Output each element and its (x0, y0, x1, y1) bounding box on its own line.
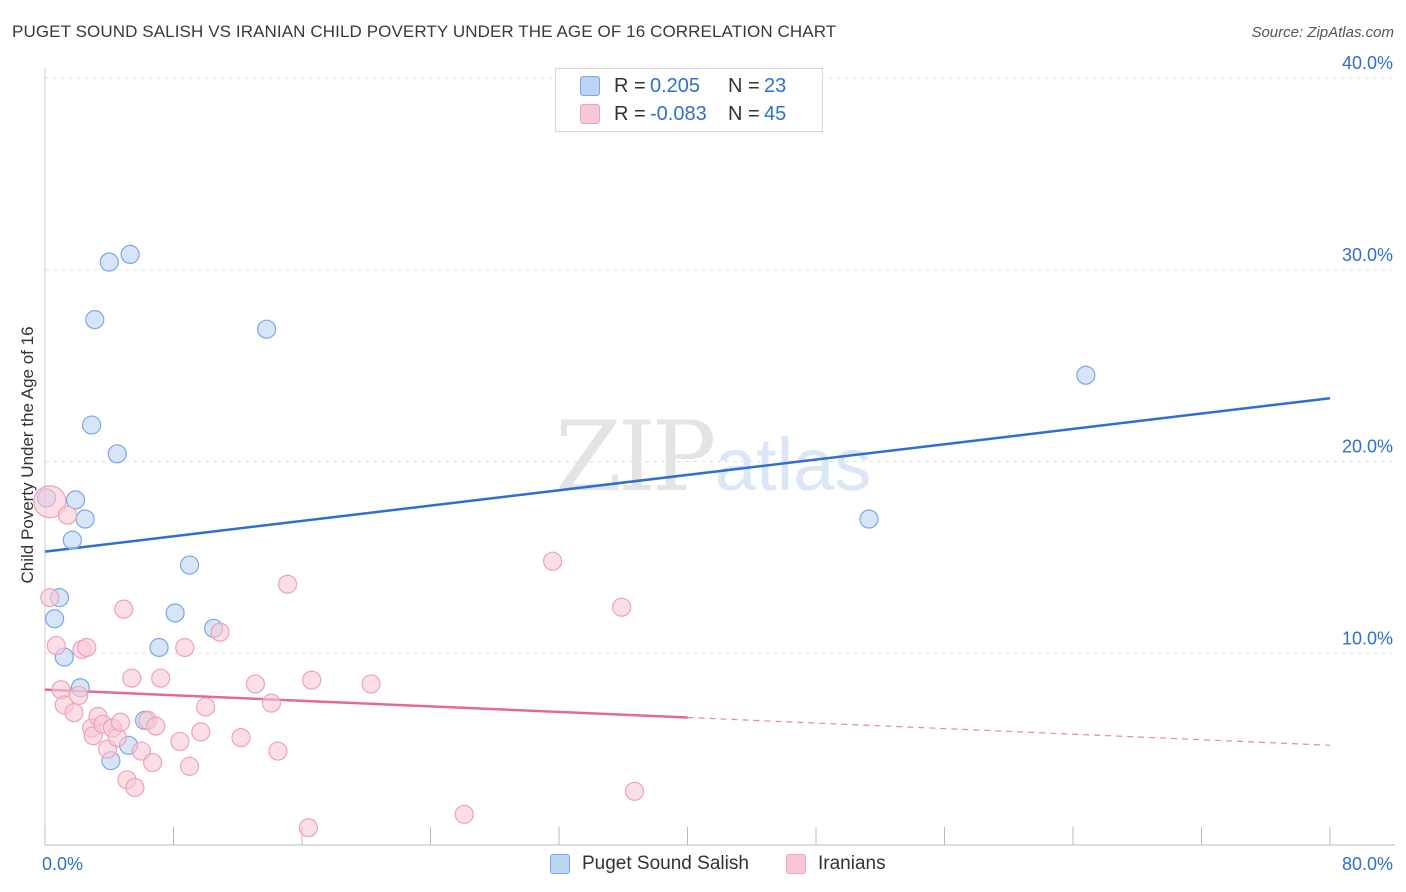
point-puget (165, 603, 185, 623)
bottom-legend-iranians: Iranians (786, 851, 886, 877)
point-iranians (64, 703, 84, 723)
point-puget (81, 415, 102, 435)
point-iranians (196, 697, 216, 717)
point-puget (99, 252, 119, 272)
point-iranians (151, 668, 171, 688)
point-puget (179, 555, 200, 575)
x-tick-label-max: 80.0% (1342, 854, 1393, 874)
chart-source: Source: ZipAtlas.com (1251, 24, 1394, 41)
point-iranians (302, 670, 322, 690)
point-puget (1076, 365, 1096, 385)
point-iranians (114, 599, 134, 619)
bottom-legend-swatch-iranians (786, 854, 806, 874)
point-iranians (542, 551, 563, 571)
watermark-zip: ZIP (555, 401, 714, 513)
point-iranians (361, 674, 381, 694)
point-puget (149, 637, 169, 658)
point-iranians (179, 756, 200, 776)
point-iranians (261, 693, 282, 713)
y-tick-label: 30.0% (1342, 245, 1393, 265)
point-iranians (33, 485, 67, 519)
legend-row-iranians: R = -0.083 N = 45 (580, 102, 786, 126)
point-iranians (268, 741, 288, 761)
gridlines (45, 77, 1395, 654)
y-tick-label: 20.0% (1342, 437, 1393, 457)
point-iranians (122, 668, 142, 688)
legend-n-label: N = (728, 74, 760, 97)
trend-line-puget (44, 396, 1331, 553)
point-iranians (210, 622, 230, 642)
point-iranians (77, 637, 97, 658)
legend-row-puget: R = 0.205 N = 23 (580, 74, 786, 98)
watermark: ZIP atlas (555, 401, 871, 513)
point-iranians (298, 818, 319, 838)
legend-n-label: N = (728, 102, 760, 125)
bottom-legend-label-puget: Puget Sound Salish (582, 853, 749, 874)
axes (44, 68, 1395, 846)
point-iranians (146, 716, 166, 736)
point-puget (45, 609, 65, 629)
trend-line-iranians-extension (687, 716, 1331, 746)
bottom-legend-swatch-puget (550, 854, 570, 874)
x-tick-label-min: 0.0% (42, 854, 83, 874)
point-iranians (231, 728, 251, 748)
point-puget (257, 319, 277, 339)
legend-r-value: -0.083 (650, 102, 707, 125)
point-iranians (454, 804, 474, 824)
point-iranians (277, 574, 298, 594)
point-puget (65, 490, 86, 510)
point-puget (107, 444, 127, 464)
point-iranians (69, 685, 89, 706)
data-points (33, 244, 1096, 838)
y-tick-label: 10.0% (1342, 628, 1393, 648)
point-iranians (175, 637, 195, 658)
legend-swatch-iranians (580, 104, 600, 124)
point-iranians (125, 777, 145, 798)
point-iranians (40, 588, 60, 608)
legend-r-label: R = (614, 74, 646, 97)
point-puget (859, 509, 879, 529)
point-puget (120, 244, 140, 265)
legend-n-value: 45 (764, 102, 787, 125)
legend-r-value: 0.205 (650, 74, 701, 97)
point-iranians (191, 722, 211, 742)
point-puget (85, 310, 105, 330)
point-iranians (624, 781, 645, 801)
legend-swatch-puget (580, 76, 600, 96)
bottom-legend-puget: Puget Sound Salish (550, 851, 749, 877)
point-iranians (143, 752, 163, 773)
point-puget (62, 530, 82, 550)
bottom-legend-label-iranians: Iranians (818, 853, 886, 874)
point-iranians (612, 597, 632, 617)
legend-n-value: 23 (764, 74, 787, 97)
tick-labels: 10.0% 20.0% 30.0% 40.0% 0.0% 80.0% (42, 53, 1393, 874)
y-tick-label: 40.0% (1342, 53, 1393, 73)
point-iranians (245, 674, 266, 694)
point-puget (75, 509, 95, 529)
legend-r-label: R = (614, 102, 646, 125)
point-iranians (57, 505, 78, 525)
watermark-atlas: atlas (715, 423, 871, 506)
point-iranians (170, 731, 190, 752)
point-iranians (46, 635, 66, 656)
point-iranians (131, 741, 151, 761)
trend-line-iranians (44, 688, 688, 719)
point-iranians (110, 712, 131, 732)
trend-lines (44, 396, 1331, 746)
stats-legend: R = 0.205 N = 23 R = -0.083 N = 45 (555, 68, 823, 132)
chart-title: PUGET SOUND SALISH VS IRANIAN CHILD POVE… (12, 22, 837, 41)
